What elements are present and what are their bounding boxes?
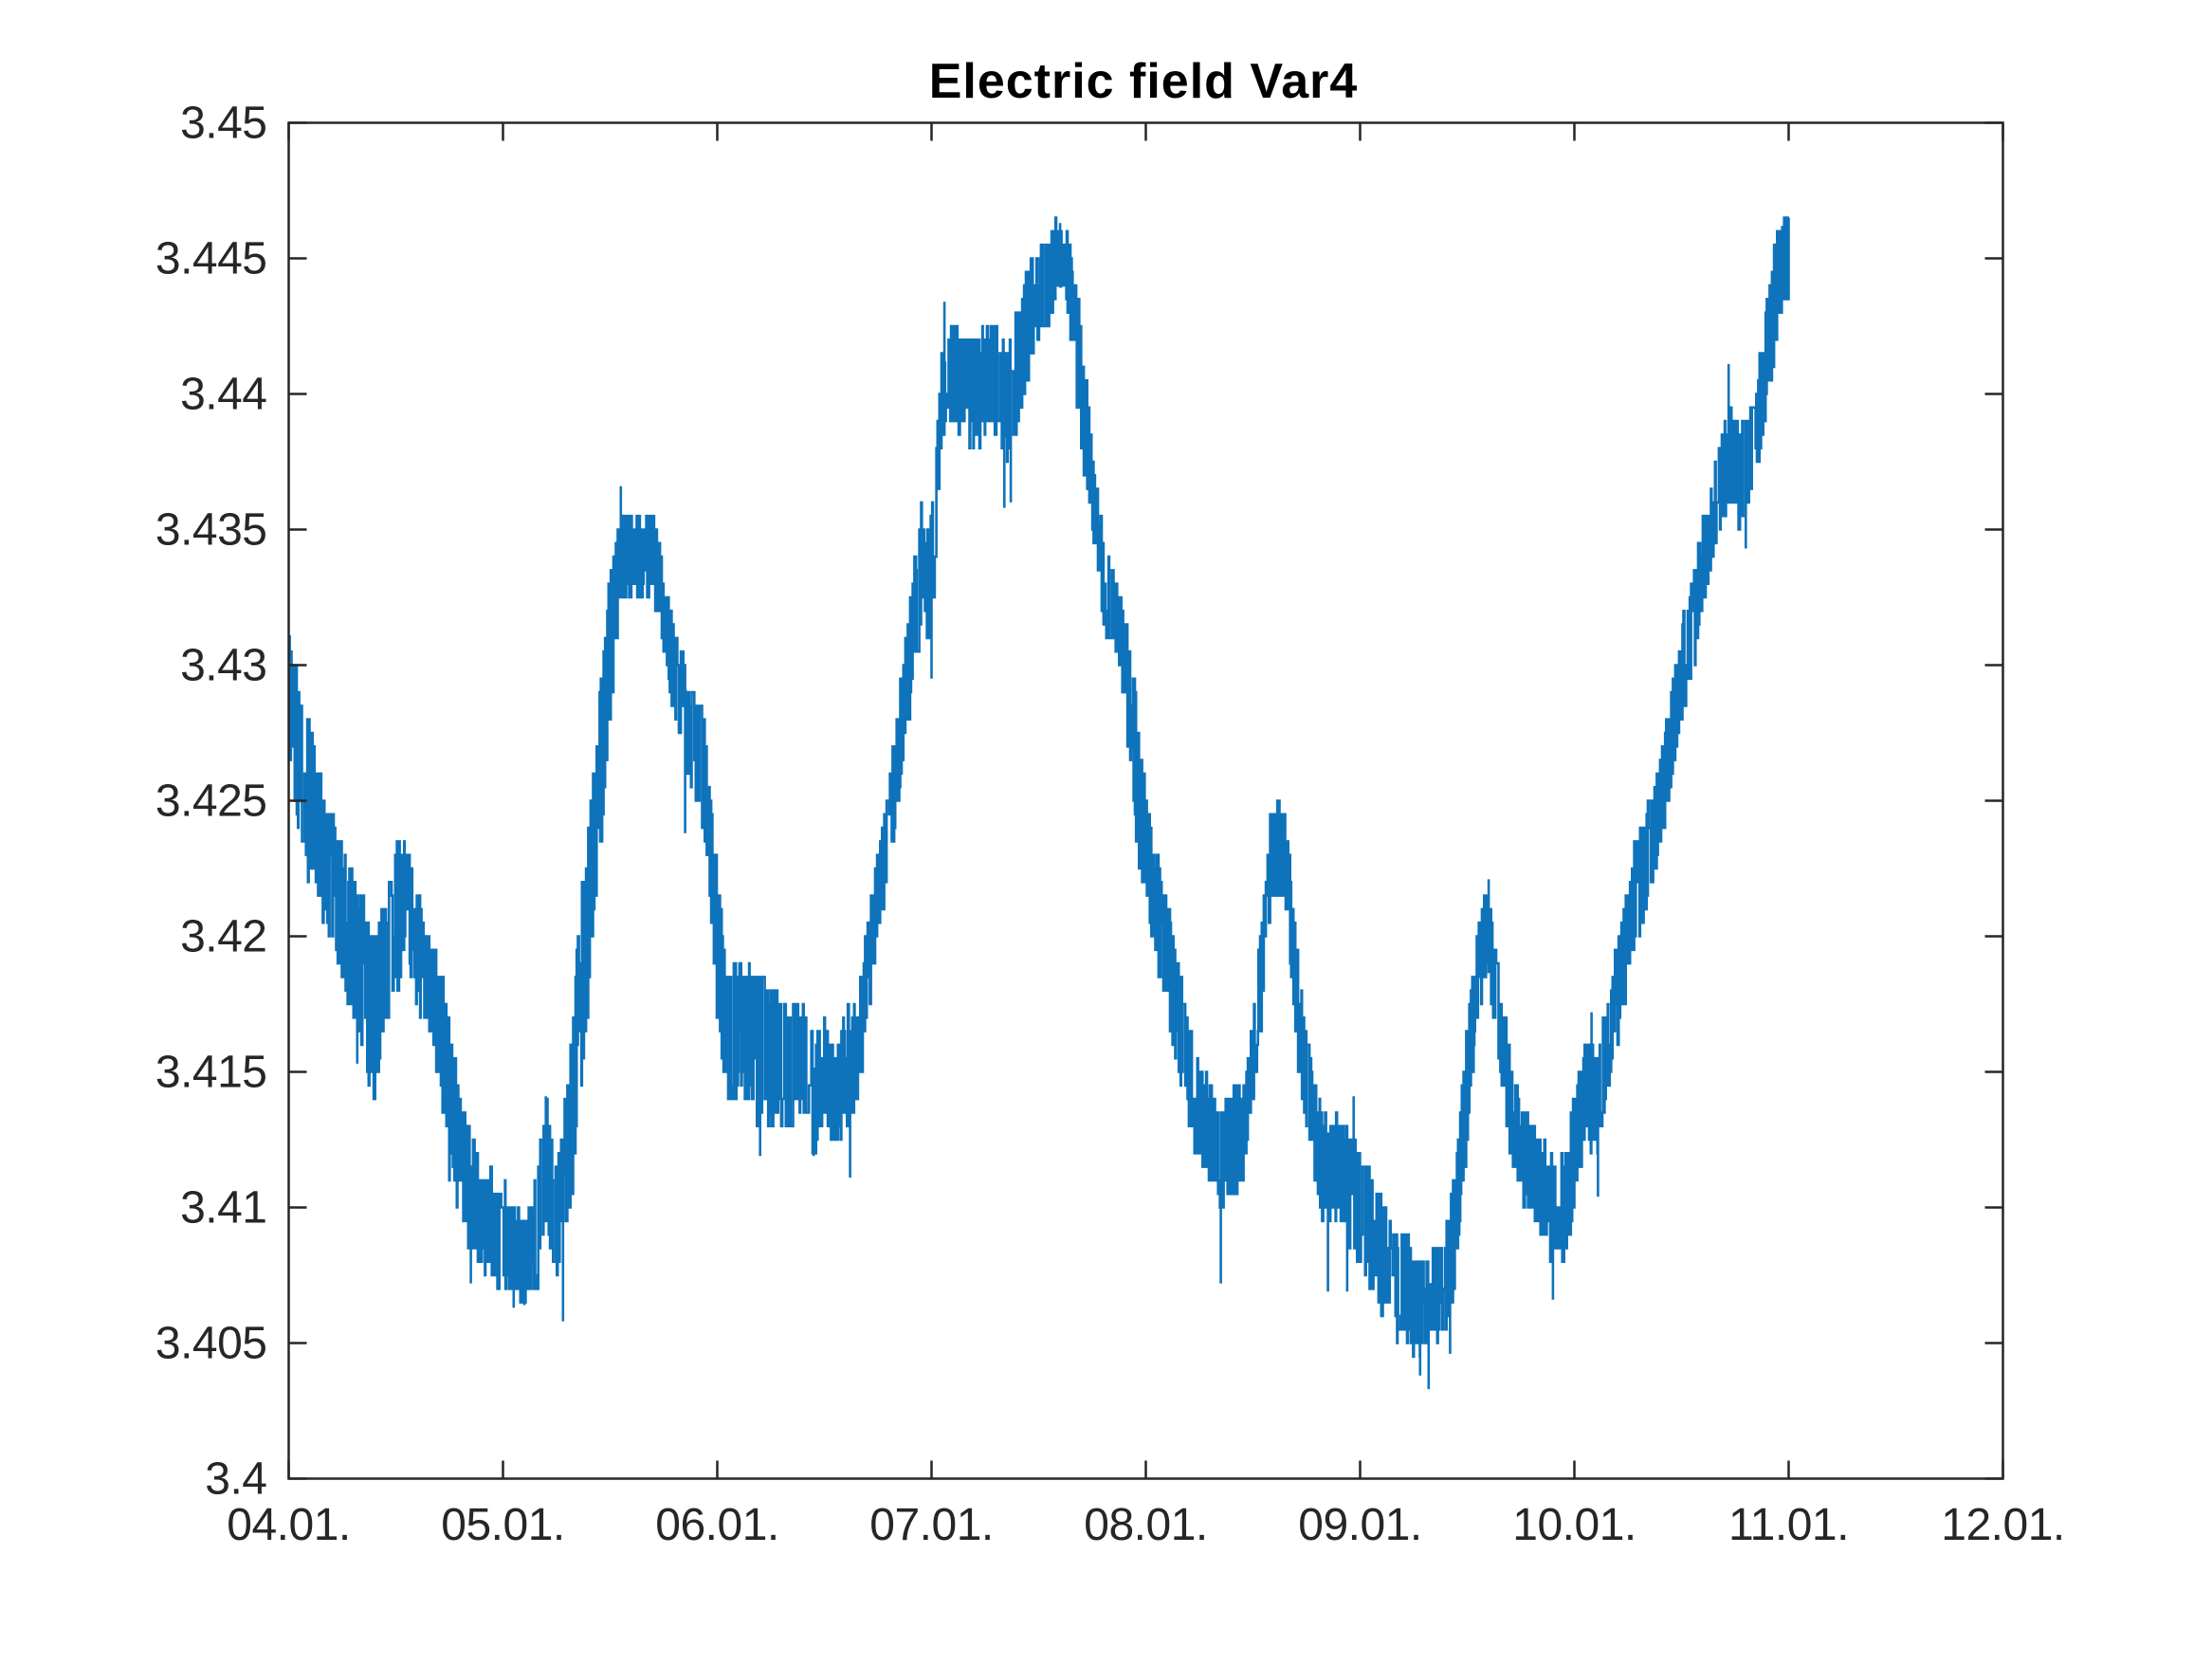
svg-text:3.42: 3.42 <box>180 912 266 962</box>
svg-text:3.445: 3.445 <box>155 234 267 284</box>
svg-text:3.435: 3.435 <box>155 505 267 556</box>
svg-text:3.4: 3.4 <box>205 1454 266 1505</box>
svg-text:3.43: 3.43 <box>180 641 266 691</box>
svg-text:09.01.: 09.01. <box>1298 1500 1421 1550</box>
svg-text:Electric field Var4: Electric field Var4 <box>929 54 1359 109</box>
svg-text:11.01.: 11.01. <box>1728 1500 1849 1550</box>
svg-text:10.01.: 10.01. <box>1512 1500 1636 1550</box>
svg-text:3.425: 3.425 <box>155 777 267 827</box>
svg-text:08.01.: 08.01. <box>1084 1500 1207 1550</box>
svg-text:05.01.: 05.01. <box>441 1500 564 1550</box>
svg-text:3.44: 3.44 <box>180 370 266 420</box>
svg-text:3.45: 3.45 <box>180 99 266 149</box>
svg-text:06.01.: 06.01. <box>655 1500 778 1550</box>
svg-text:3.405: 3.405 <box>155 1319 267 1369</box>
svg-text:04.01.: 04.01. <box>227 1500 350 1550</box>
svg-text:3.41: 3.41 <box>180 1183 266 1234</box>
svg-text:12.01.: 12.01. <box>1941 1500 2064 1550</box>
svg-text:07.01.: 07.01. <box>869 1500 993 1550</box>
svg-text:3.415: 3.415 <box>155 1048 267 1098</box>
